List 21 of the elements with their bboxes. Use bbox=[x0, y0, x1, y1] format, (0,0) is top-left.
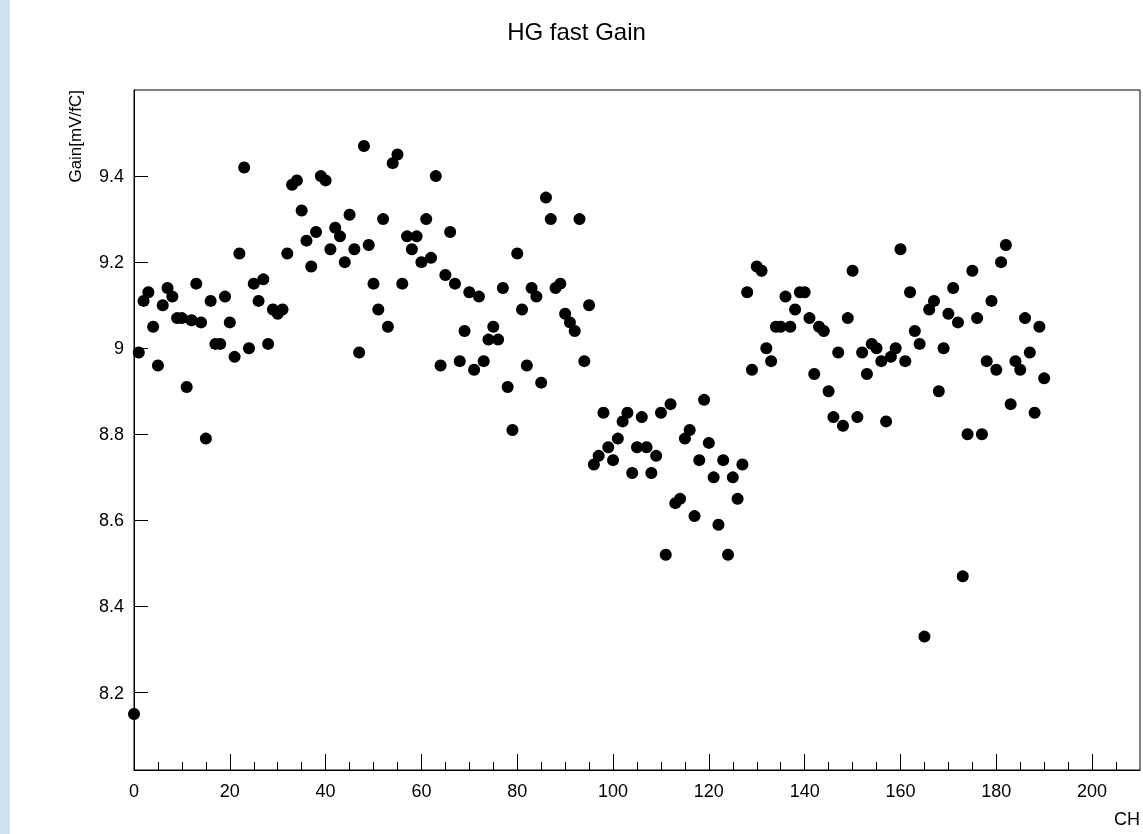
y-tick-label: 9 bbox=[113, 338, 124, 359]
y-tick-label: 8.2 bbox=[98, 682, 124, 703]
y-tick-label: 8.8 bbox=[98, 424, 124, 445]
x-tick-label: 160 bbox=[885, 781, 916, 801]
y-tick-label: 8.4 bbox=[98, 596, 124, 617]
x-tick-label: 120 bbox=[693, 781, 724, 801]
x-axis-title: CH bbox=[1114, 809, 1140, 829]
x-tick-label: 200 bbox=[1077, 781, 1108, 801]
x-tick-label: 100 bbox=[598, 781, 629, 801]
x-tick-label: 20 bbox=[219, 781, 240, 801]
x-tick-label: 180 bbox=[981, 781, 1012, 801]
y-tick-label: 8.6 bbox=[98, 510, 124, 531]
x-tick-label: 80 bbox=[507, 781, 528, 801]
y-tick-label: 9.2 bbox=[98, 252, 124, 273]
chart-title: HG fast Gain bbox=[507, 17, 646, 45]
y-axis-title: Gain[mV/fC] bbox=[66, 90, 85, 183]
x-tick-label: 60 bbox=[411, 781, 432, 801]
x-tick-label: 0 bbox=[128, 781, 140, 801]
x-tick-label: 140 bbox=[789, 781, 820, 801]
y-tick-label: 9.4 bbox=[98, 166, 124, 187]
x-tick-label: 40 bbox=[315, 781, 336, 801]
